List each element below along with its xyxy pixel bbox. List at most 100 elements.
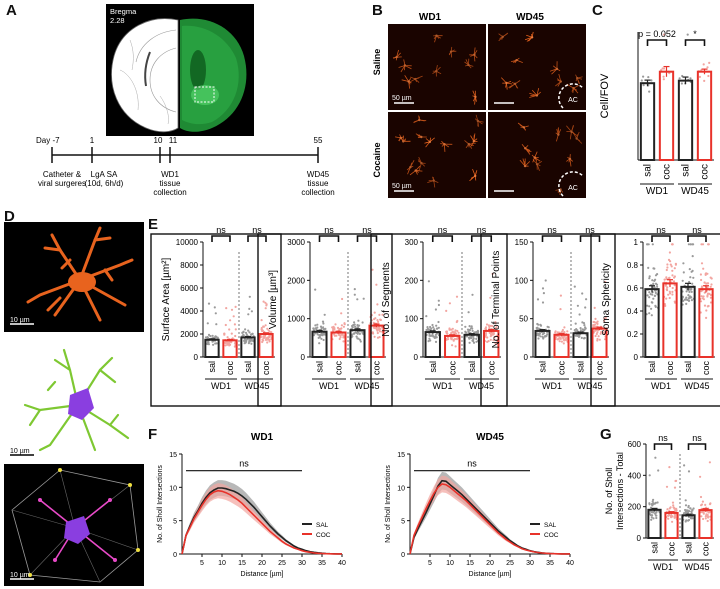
data-point xyxy=(450,338,453,341)
significance-label: ns xyxy=(585,225,595,235)
data-point xyxy=(456,319,459,323)
data-point xyxy=(492,339,495,342)
data-point xyxy=(426,326,429,329)
astrocyte-cell xyxy=(531,151,541,163)
data-point xyxy=(429,339,432,342)
data-point xyxy=(687,519,690,522)
data-point xyxy=(468,325,471,328)
x-tick-label: coc xyxy=(667,542,677,557)
data-point xyxy=(651,279,654,282)
data-point xyxy=(668,296,671,300)
bar xyxy=(572,332,589,358)
y-tick-label: 100 xyxy=(405,315,419,324)
data-point xyxy=(689,243,692,246)
data-point xyxy=(488,325,491,328)
data-point xyxy=(709,301,713,304)
significance-bracket xyxy=(211,235,231,242)
data-point xyxy=(651,500,654,503)
data-point xyxy=(653,286,656,289)
chart-frame xyxy=(480,233,616,407)
data-point xyxy=(707,243,710,246)
panel-letter-g: G xyxy=(600,426,612,443)
data-point xyxy=(465,335,468,338)
data-point xyxy=(691,269,694,272)
data-point xyxy=(343,323,346,326)
data-point xyxy=(244,331,248,334)
data-point xyxy=(429,325,432,329)
data-point xyxy=(669,506,672,509)
data-point xyxy=(670,265,673,268)
astrocyte-cell xyxy=(440,140,453,152)
data-point xyxy=(445,330,448,333)
data-point xyxy=(578,335,581,338)
sholl-chart-wd1: WD1 0 5 10 15 5 10 15 20 25 30 35 40 Distance [µm] No.… xyxy=(157,432,346,578)
data-point xyxy=(706,272,709,275)
data-point xyxy=(342,340,345,343)
x-axis-label: Distance [µm] xyxy=(241,571,284,578)
data-point xyxy=(703,291,706,294)
chart-frame xyxy=(370,233,508,407)
data-point xyxy=(600,331,603,334)
series-line-coc xyxy=(181,489,342,555)
x-tick-label: 35 xyxy=(546,560,554,567)
data-point xyxy=(541,301,545,304)
data-point xyxy=(434,333,437,336)
x-tick-label: coc xyxy=(372,361,382,376)
astrocyte-cell xyxy=(395,136,405,142)
data-point xyxy=(376,319,379,322)
data-point xyxy=(541,287,545,290)
data-point xyxy=(469,327,473,330)
y-tick-label: 4000 xyxy=(180,307,198,316)
data-point xyxy=(536,327,539,330)
data-point xyxy=(674,262,678,265)
chart-title: WD1 xyxy=(251,432,274,443)
data-point xyxy=(665,485,669,488)
x-tick-label: coc xyxy=(701,542,711,557)
timeline-event-label: WD1 xyxy=(161,170,179,179)
astrocyte-cell xyxy=(501,77,513,90)
significance-bracket xyxy=(653,443,673,450)
data-point xyxy=(603,317,606,320)
y-tick-label: 400 xyxy=(628,471,642,480)
data-point xyxy=(704,503,707,506)
x-tick-label: 10 xyxy=(218,560,226,567)
data-point xyxy=(580,336,583,339)
timeline-event-label: tissue xyxy=(160,179,181,188)
data-point xyxy=(223,332,226,335)
data-point xyxy=(671,293,674,296)
data-point xyxy=(356,326,359,329)
y-tick-label: 2000 xyxy=(287,276,305,285)
data-point xyxy=(268,334,271,338)
x-tick-label: coc xyxy=(261,361,271,376)
data-point xyxy=(648,305,651,308)
bar xyxy=(639,82,656,161)
data-point xyxy=(213,336,217,339)
data-point xyxy=(224,344,227,347)
data-point xyxy=(651,503,654,507)
data-point xyxy=(648,503,651,506)
panel-letter-e: E xyxy=(148,216,159,233)
data-point xyxy=(665,297,668,300)
data-point xyxy=(671,274,674,277)
data-point xyxy=(595,332,598,336)
data-point xyxy=(468,341,471,344)
data-point xyxy=(558,340,561,343)
chart-title: WD45 xyxy=(476,432,504,443)
data-point xyxy=(592,324,595,327)
data-point xyxy=(318,342,321,345)
data-point xyxy=(207,341,210,344)
x-tick-label: coc xyxy=(334,361,344,376)
panel-g-chart: 0 200 400 600 No. of Sholl Intersections - To… xyxy=(604,433,714,572)
data-point xyxy=(710,283,713,286)
astrocyte-cell xyxy=(498,32,509,42)
data-point xyxy=(670,514,673,517)
data-point xyxy=(673,267,676,270)
data-point xyxy=(656,501,659,504)
data-point xyxy=(225,307,228,310)
data-point xyxy=(709,293,713,297)
data-point xyxy=(566,330,569,333)
scale-label-d1: 10 µm xyxy=(10,317,30,324)
y-tick-label: 0 xyxy=(634,353,639,362)
